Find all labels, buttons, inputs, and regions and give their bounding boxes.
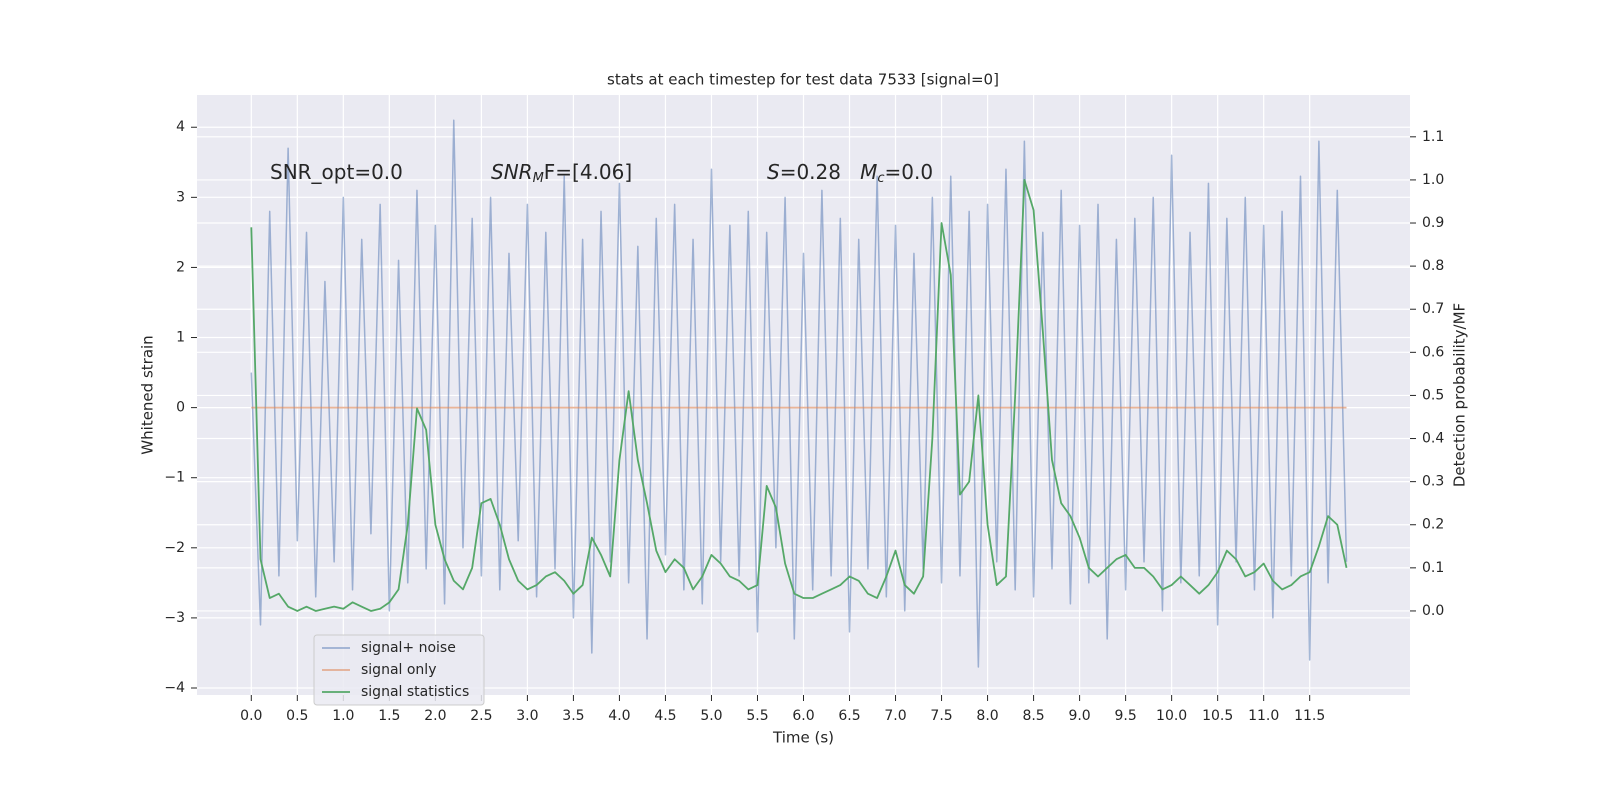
annotation-part: =0.28 <box>780 160 860 184</box>
x-tick-label: 1.0 <box>332 708 354 724</box>
x-tick-label: 9.5 <box>1114 708 1136 724</box>
annotation-part: S <box>767 160 780 184</box>
y2-tick-label: 0.6 <box>1422 344 1444 360</box>
y-tick-label: −1 <box>164 470 185 486</box>
y-tick-label: −3 <box>164 610 185 626</box>
y2-tick-label: 0.8 <box>1422 258 1444 274</box>
y-axis-label: Whitened strain <box>139 335 157 454</box>
x-tick-label: 2.0 <box>424 708 446 724</box>
x-tick-label: 11.0 <box>1248 708 1279 724</box>
y2-tick-label: 0.2 <box>1422 517 1444 533</box>
x-axis-label: Time (s) <box>772 729 834 747</box>
y-tick-label: 3 <box>176 189 185 205</box>
y-tick-label: 4 <box>176 119 185 135</box>
legend-label: signal statistics <box>361 684 469 700</box>
y-tick-label: 1 <box>176 330 185 346</box>
series-line <box>250 119 1348 668</box>
legend-label: signal+ noise <box>361 640 456 656</box>
y2-tick-label: 0.3 <box>1422 474 1444 490</box>
annotation-part: M <box>860 160 877 184</box>
chart-title: stats at each timestep for test data 753… <box>607 71 999 89</box>
annotation-part: c <box>877 171 884 186</box>
y-tick-label: −2 <box>164 540 185 556</box>
annotation-part: M <box>533 171 544 186</box>
legend-box <box>313 634 485 706</box>
y2-tick-label: 0.7 <box>1422 301 1444 317</box>
y2-tick-label: 0.4 <box>1422 431 1444 447</box>
x-tick-label: 10.0 <box>1156 708 1187 724</box>
series-line <box>250 179 1348 612</box>
x-tick-label: 4.0 <box>608 708 630 724</box>
annotation-part: SNR_opt=0.0 <box>270 160 403 184</box>
x-tick-label: 0.5 <box>286 708 308 724</box>
y2-tick-label: 0.9 <box>1422 215 1444 231</box>
x-tick-label: 6.5 <box>838 708 860 724</box>
annotation-part: =0.0 <box>885 160 934 184</box>
annotation: S=0.28 Mc=0.0 <box>767 160 933 186</box>
x-tick-label: 4.5 <box>654 708 676 724</box>
y2-axis-label: Detection probability/MF <box>1451 303 1469 487</box>
x-tick-label: 10.5 <box>1202 708 1233 724</box>
annotation-part: SNR <box>491 160 533 184</box>
legend-label: signal only <box>361 662 436 678</box>
x-tick-label: 6.0 <box>792 708 814 724</box>
y2-tick-label: 1.0 <box>1422 172 1444 188</box>
y2-tick-label: 0.0 <box>1422 603 1444 619</box>
annotation-part: F=[4.06] <box>544 160 632 184</box>
y-tick-label: −4 <box>164 680 185 696</box>
x-tick-label: 9.0 <box>1068 708 1090 724</box>
x-tick-label: 7.5 <box>930 708 952 724</box>
x-tick-label: 2.5 <box>470 708 492 724</box>
x-tick-label: 3.5 <box>562 708 584 724</box>
x-tick-label: 8.5 <box>1022 708 1044 724</box>
x-tick-label: 3.0 <box>516 708 538 724</box>
y2-tick-label: 0.5 <box>1422 387 1444 403</box>
x-tick-label: 7.0 <box>884 708 906 724</box>
x-tick-label: 0.0 <box>240 708 262 724</box>
y-tick-label: 0 <box>176 400 185 416</box>
y2-tick-label: 1.1 <box>1422 129 1444 145</box>
annotation: SNR_opt=0.0 <box>270 160 403 184</box>
annotation: SNRMF=[4.06] <box>491 160 632 186</box>
y-tick-label: 2 <box>176 259 185 275</box>
x-tick-label: 1.5 <box>378 708 400 724</box>
x-tick-label: 5.0 <box>700 708 722 724</box>
x-tick-label: 5.5 <box>746 708 768 724</box>
x-tick-label: 8.0 <box>976 708 998 724</box>
y2-tick-label: 0.1 <box>1422 560 1444 576</box>
x-tick-label: 11.5 <box>1294 708 1325 724</box>
